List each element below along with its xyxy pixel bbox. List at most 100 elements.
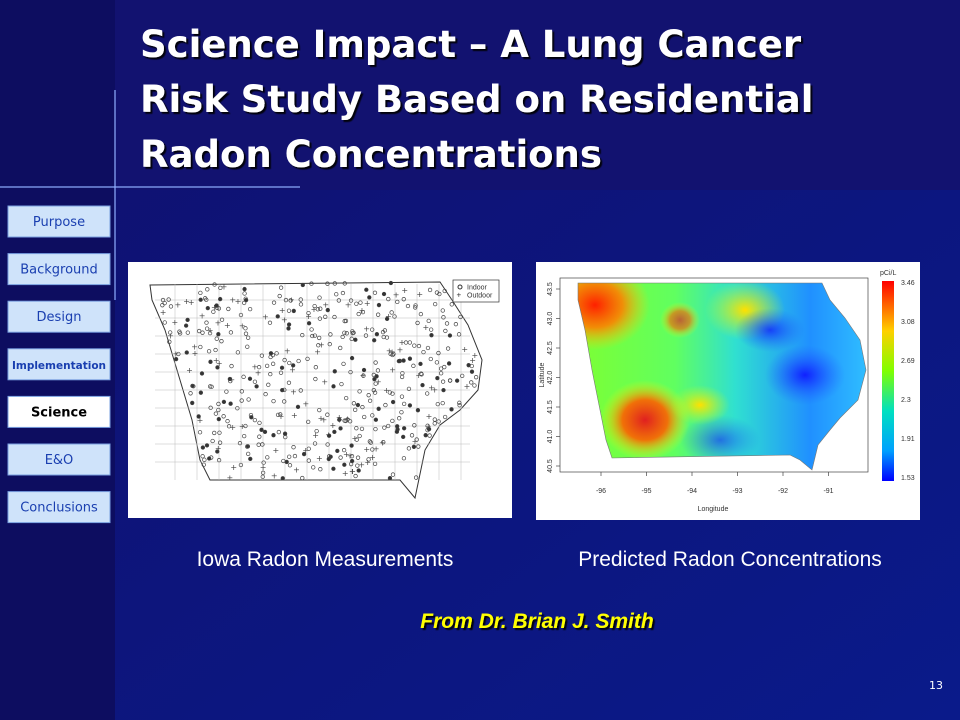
nav-button-bg	[7, 491, 111, 524]
point: +	[389, 348, 396, 357]
point	[372, 390, 378, 395]
point: +	[252, 363, 259, 372]
point: +	[215, 444, 222, 453]
point	[399, 374, 405, 380]
point: +	[255, 368, 262, 377]
point	[219, 339, 224, 344]
point	[373, 381, 378, 386]
nav-button[interactable]: Purpose	[7, 205, 111, 238]
point	[349, 355, 355, 361]
point	[218, 285, 223, 290]
point	[370, 327, 375, 332]
point	[395, 299, 400, 305]
point	[317, 295, 322, 300]
point	[457, 403, 462, 408]
point	[383, 402, 388, 408]
point: +	[305, 312, 312, 321]
point: +	[239, 422, 246, 431]
point: +	[288, 295, 295, 304]
point	[188, 391, 193, 396]
point: +	[199, 312, 206, 321]
nav-label[interactable]: E&O	[45, 453, 74, 468]
nav-button[interactable]: Background	[7, 253, 111, 286]
point: +	[431, 386, 438, 395]
point	[360, 309, 366, 315]
nav-label[interactable]: Science	[31, 405, 87, 420]
point	[426, 318, 431, 324]
point	[276, 429, 281, 435]
point	[268, 371, 273, 377]
point	[469, 363, 474, 369]
point	[401, 297, 406, 302]
point	[367, 295, 372, 300]
nav-label[interactable]: Background	[20, 263, 98, 278]
nav-button[interactable]: Design	[7, 300, 111, 333]
point: +	[293, 465, 300, 474]
point: +	[229, 423, 236, 432]
point	[370, 413, 375, 418]
point	[275, 314, 280, 319]
point	[203, 296, 208, 301]
point	[469, 369, 475, 374]
nav-label[interactable]: Design	[37, 310, 82, 325]
point: +	[415, 371, 422, 380]
point: +	[363, 325, 370, 334]
point	[202, 457, 207, 462]
point: +	[364, 299, 371, 308]
nav-button[interactable]: Implementation	[7, 348, 111, 381]
title-line: Risk Study Based on Residential	[140, 78, 813, 121]
point	[311, 465, 316, 470]
legend-box	[452, 279, 500, 303]
map-outline	[577, 282, 867, 471]
point	[425, 423, 430, 428]
point	[449, 302, 454, 307]
point	[325, 307, 330, 313]
point	[441, 315, 446, 320]
point	[210, 438, 215, 444]
point	[355, 402, 361, 408]
legend-symbol	[457, 284, 463, 290]
point	[425, 345, 431, 351]
point	[238, 462, 244, 468]
point	[243, 326, 248, 331]
point	[342, 281, 347, 286]
point	[249, 415, 254, 420]
point	[435, 375, 440, 381]
point	[177, 329, 182, 334]
point	[341, 361, 346, 367]
point	[381, 291, 387, 297]
point	[445, 346, 451, 351]
point	[243, 331, 249, 336]
point	[184, 350, 189, 355]
point	[278, 285, 284, 290]
point	[221, 414, 226, 419]
point	[252, 417, 258, 423]
point	[374, 332, 380, 337]
nav-button[interactable]: Conclusions	[7, 491, 111, 524]
point	[173, 357, 179, 362]
point: +	[262, 312, 269, 321]
nav-button[interactable]: Science	[7, 395, 111, 428]
point	[387, 390, 392, 395]
point	[370, 447, 375, 452]
point	[226, 306, 231, 312]
nav-label[interactable]: Conclusions	[20, 501, 98, 516]
nav-label[interactable]: Implementation	[12, 360, 106, 372]
point	[216, 457, 222, 463]
point	[301, 451, 307, 457]
nav-label[interactable]: Purpose	[33, 215, 85, 230]
point: +	[393, 290, 400, 299]
point	[264, 363, 270, 368]
point	[341, 448, 347, 453]
point	[317, 335, 322, 341]
point	[327, 454, 332, 459]
point: +	[281, 315, 288, 324]
point	[343, 318, 349, 324]
point	[407, 356, 413, 361]
point	[433, 301, 438, 307]
point	[443, 328, 448, 334]
point	[286, 322, 292, 327]
nav-button[interactable]: E&O	[7, 443, 111, 476]
point	[456, 332, 462, 337]
point	[428, 356, 433, 362]
